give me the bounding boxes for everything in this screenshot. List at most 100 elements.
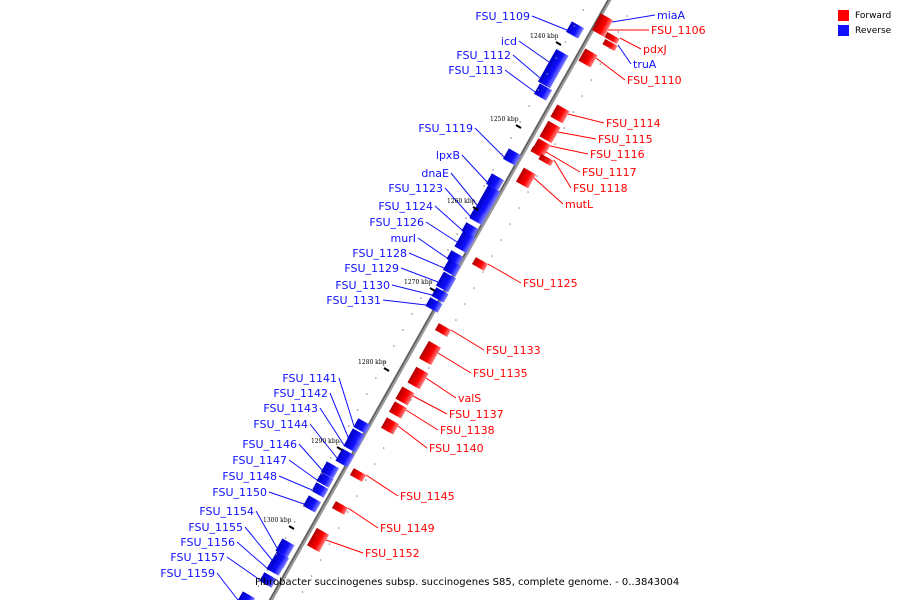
gene-FSU_1157-label[interactable]: FSU_1157 bbox=[170, 551, 225, 564]
gene-block-FSU_1128[interactable] bbox=[442, 259, 462, 277]
gene-block-FSU_1138[interactable] bbox=[388, 401, 408, 419]
gene-FSU_1148-label[interactable]: FSU_1148 bbox=[222, 470, 277, 483]
minor-tick bbox=[302, 505, 305, 507]
gene-block-FSU_1126[interactable] bbox=[454, 230, 476, 254]
gene-FSU_1137-label[interactable]: FSU_1137 bbox=[449, 408, 504, 421]
gene-block-pdxJ[interactable] bbox=[604, 31, 620, 45]
gene-block-FSU_1159[interactable] bbox=[236, 591, 256, 600]
gene-block-FSU_1124[interactable] bbox=[461, 222, 479, 238]
gene-FSU_1159-label[interactable]: FSU_1159 bbox=[160, 567, 215, 580]
gene-FSU_1135-label[interactable]: FSU_1135 bbox=[473, 367, 528, 380]
gene-icd-label[interactable]: icd bbox=[501, 35, 517, 48]
gene-murI-label[interactable]: murI bbox=[391, 232, 416, 245]
gene-FSU_1125-label[interactable]: FSU_1125 bbox=[523, 277, 578, 290]
gene-FSU_1119-label[interactable]: FSU_1119 bbox=[418, 122, 473, 135]
gene-block-FSU_1113[interactable] bbox=[533, 83, 553, 101]
gene-block-valS[interactable] bbox=[407, 366, 429, 390]
gene-FSU_1152-label[interactable]: FSU_1152 bbox=[365, 547, 420, 560]
gene-FSU_1133-label[interactable]: FSU_1133 bbox=[486, 344, 541, 357]
gene-miaA-label[interactable]: miaA bbox=[657, 9, 686, 22]
gene-FSU_1126-label[interactable]: FSU_1126 bbox=[369, 216, 424, 229]
gene-FSU_1114-label[interactable]: FSU_1114 bbox=[606, 117, 661, 130]
gene-block-FSU_1137[interactable] bbox=[395, 386, 415, 406]
gene-FSU_1149-label[interactable]: FSU_1149 bbox=[380, 522, 435, 535]
gene-block-FSU_1130[interactable] bbox=[431, 287, 449, 303]
gene-block-truA[interactable] bbox=[602, 38, 618, 52]
gene-block-icd[interactable] bbox=[545, 48, 569, 76]
gene-block-FSU_1133[interactable] bbox=[434, 323, 452, 337]
gene-FSU_1154-label[interactable]: FSU_1154 bbox=[199, 505, 254, 518]
gene-block-FSU_1154[interactable] bbox=[275, 538, 295, 558]
gene-FSU_1155-label[interactable]: FSU_1155 bbox=[188, 521, 243, 534]
gene-FSU_1117-label[interactable]: FSU_1117 bbox=[582, 166, 637, 179]
gene-FSU_1150-label[interactable]: FSU_1150 bbox=[212, 486, 267, 499]
gene-FSU_1149-leader bbox=[347, 507, 379, 529]
gene-FSU_1123-label[interactable]: FSU_1123 bbox=[388, 182, 443, 195]
gene-FSU_1141-label[interactable]: FSU_1141 bbox=[282, 372, 337, 385]
gene-FSU_1156-label[interactable]: FSU_1156 bbox=[180, 536, 235, 549]
gene-FSU_1129-label[interactable]: FSU_1129 bbox=[344, 262, 399, 275]
gene-block-FSU_1135[interactable] bbox=[418, 340, 442, 366]
gene-FSU_1138-label[interactable]: FSU_1138 bbox=[440, 424, 495, 437]
gene-block-FSU_1142[interactable] bbox=[346, 428, 366, 446]
gene-FSU_1130-label[interactable]: FSU_1130 bbox=[335, 279, 390, 292]
gene-valS-label[interactable]: valS bbox=[458, 392, 481, 405]
gene-block-FSU_1110[interactable] bbox=[578, 48, 598, 68]
gene-block-FSU_1143[interactable] bbox=[343, 437, 361, 453]
gene-FSU_1106-label[interactable]: FSU_1106 bbox=[651, 24, 706, 37]
gene-block-FSU_1150[interactable] bbox=[302, 495, 322, 513]
gene-FSU_1145-label[interactable]: FSU_1145 bbox=[400, 490, 455, 503]
gene-block-FSU_1157[interactable] bbox=[259, 572, 277, 588]
gene-block-FSU_1145[interactable] bbox=[349, 468, 367, 482]
gene-block-FSU_1156[interactable] bbox=[266, 560, 284, 576]
gene-block-FSU_1109[interactable] bbox=[565, 21, 585, 39]
gene-FSU_1131-label[interactable]: FSU_1131 bbox=[326, 294, 381, 307]
gene-pdxJ-label[interactable]: pdxJ bbox=[643, 43, 667, 56]
gene-block-FSU_1149[interactable] bbox=[331, 501, 349, 515]
gene-block-FSU_1116[interactable] bbox=[533, 138, 551, 154]
gene-lpxB-label[interactable]: lpxB bbox=[436, 149, 460, 162]
gene-block-FSU_1125[interactable] bbox=[471, 257, 489, 271]
gene-FSU_1146-label[interactable]: FSU_1146 bbox=[242, 438, 297, 451]
gene-block-FSU_1114[interactable] bbox=[550, 104, 570, 124]
gene-block-FSU_1112[interactable] bbox=[537, 67, 559, 89]
gene-FSU_1142-label[interactable]: FSU_1142 bbox=[273, 387, 328, 400]
gene-FSU_1112-label[interactable]: FSU_1112 bbox=[456, 49, 511, 62]
gene-block-mutL[interactable] bbox=[515, 167, 537, 189]
gene-block-FSU_1119[interactable] bbox=[502, 148, 522, 166]
gene-FSU_1140-label[interactable]: FSU_1140 bbox=[429, 442, 484, 455]
gene-block-FSU_1131[interactable] bbox=[425, 297, 443, 313]
gene-FSU_1144-label[interactable]: FSU_1144 bbox=[253, 418, 308, 431]
gene-block-FSU_1140[interactable] bbox=[380, 417, 400, 435]
gene-FSU_1113-label[interactable]: FSU_1113 bbox=[448, 64, 503, 77]
minor-tick bbox=[356, 409, 359, 411]
gene-block-FSU_1147[interactable] bbox=[316, 472, 334, 488]
gene-block-FSU_1155[interactable] bbox=[270, 551, 290, 569]
gene-FSU_1147-label[interactable]: FSU_1147 bbox=[232, 454, 287, 467]
gene-FSU_1118-label[interactable]: FSU_1118 bbox=[573, 182, 628, 195]
minor-tick bbox=[518, 207, 520, 209]
gene-block-FSU_1146[interactable] bbox=[320, 461, 340, 479]
gene-block-lpxB[interactable] bbox=[485, 173, 505, 191]
gene-truA-label[interactable]: truA bbox=[633, 58, 657, 71]
gene-block-FSU_1148[interactable] bbox=[311, 482, 329, 498]
gene-block-murI[interactable] bbox=[446, 250, 464, 266]
gene-FSU_1110-label[interactable]: FSU_1110 bbox=[627, 74, 682, 87]
gene-FSU_1143-label[interactable]: FSU_1143 bbox=[263, 402, 318, 415]
gene-block-FSU_1123[interactable] bbox=[469, 208, 487, 224]
gene-FSU_1128-label[interactable]: FSU_1128 bbox=[352, 247, 407, 260]
gene-FSU_1124-label[interactable]: FSU_1124 bbox=[378, 200, 433, 213]
gene-mutL-label[interactable]: mutL bbox=[565, 198, 594, 211]
gene-FSU_1115-label[interactable]: FSU_1115 bbox=[598, 133, 653, 146]
gene-block-FSU_1106[interactable] bbox=[591, 23, 609, 37]
gene-lpxB-leader bbox=[461, 154, 488, 183]
gene-block-FSU_1144[interactable] bbox=[335, 448, 355, 468]
gene-FSU_1109-label[interactable]: FSU_1109 bbox=[475, 10, 530, 23]
gene-block-FSU_1152[interactable] bbox=[306, 527, 330, 553]
gene-block-miaA[interactable] bbox=[594, 13, 614, 31]
gene-block-FSU_1129[interactable] bbox=[435, 271, 457, 293]
gene-dnaE-label[interactable]: dnaE bbox=[421, 167, 449, 180]
gene-FSU_1116-label[interactable]: FSU_1116 bbox=[590, 148, 645, 161]
gene-block-FSU_1141[interactable] bbox=[353, 418, 371, 434]
gene-block-FSU_1115[interactable] bbox=[539, 120, 561, 144]
